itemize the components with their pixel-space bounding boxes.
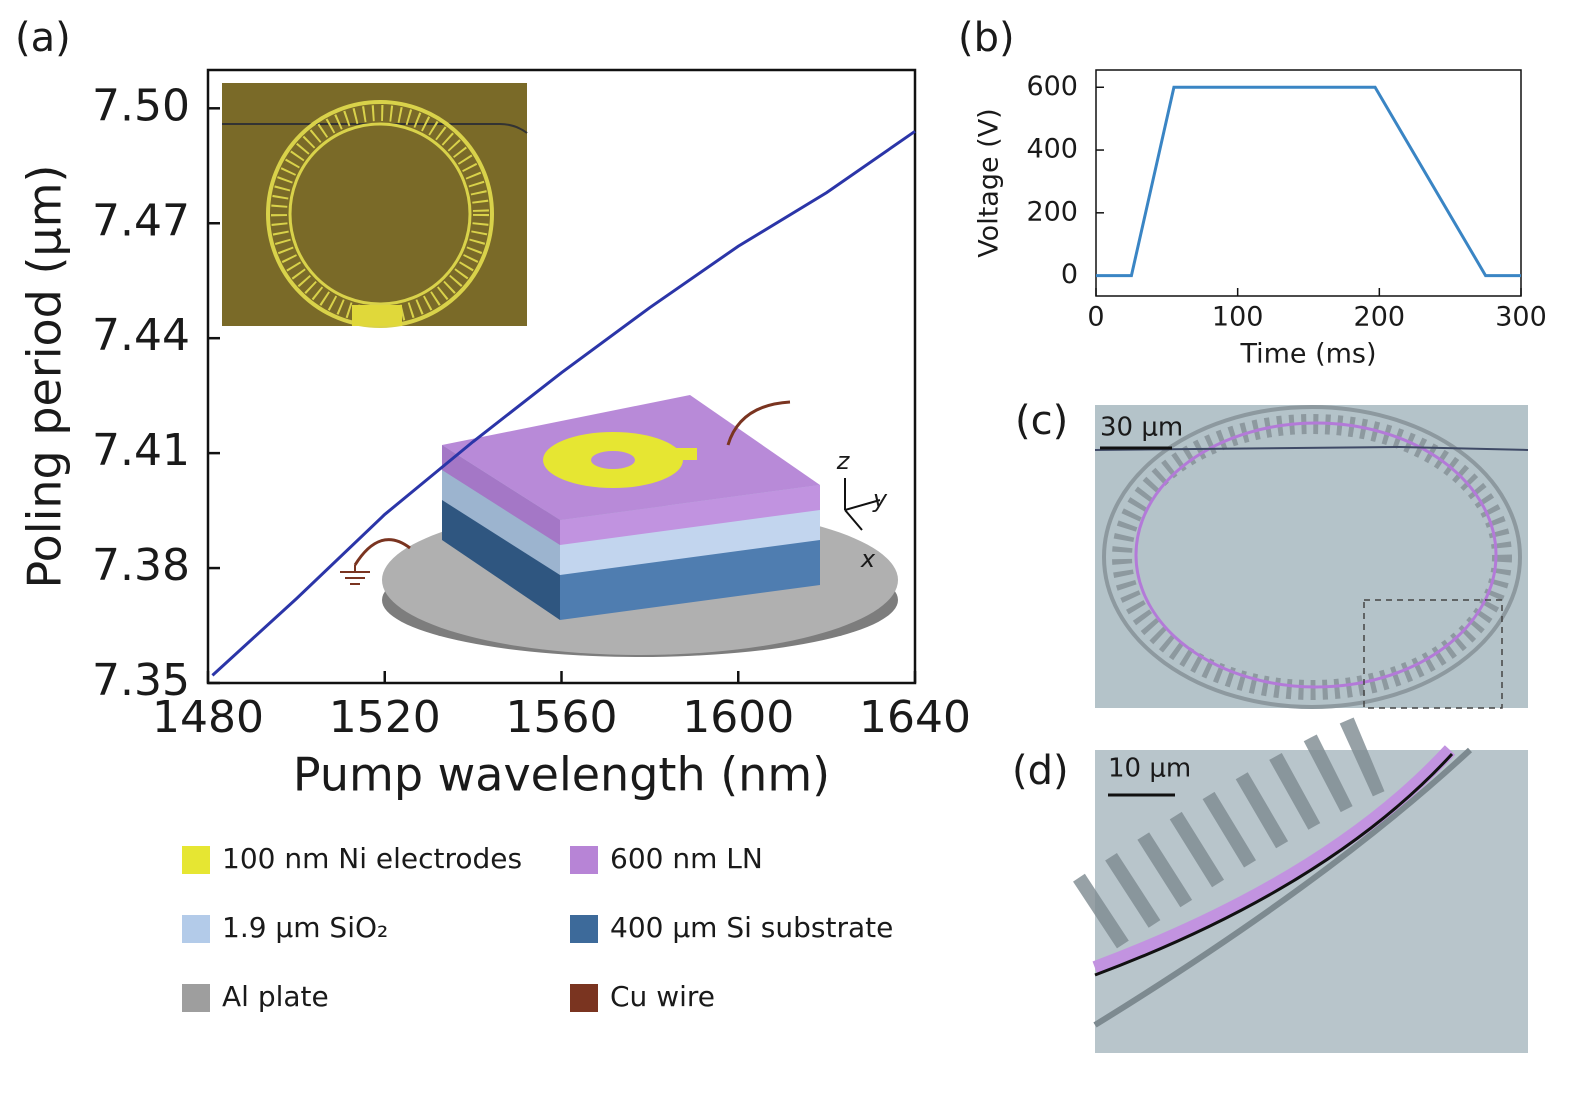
inset-micrograph bbox=[222, 83, 528, 328]
y-tick-label: 0 bbox=[1061, 259, 1078, 290]
panel-label: (b) bbox=[958, 15, 1015, 61]
x-tick-label: 1600 bbox=[682, 692, 794, 743]
x-tick-label: 200 bbox=[1354, 302, 1406, 333]
y-tick-label: 7.47 bbox=[92, 195, 190, 246]
y-tick-label: 600 bbox=[1026, 71, 1078, 102]
legend-swatch bbox=[570, 984, 598, 1012]
legend-label: 600 nm LN bbox=[610, 842, 763, 875]
y-tick-label: 400 bbox=[1026, 134, 1078, 165]
axis-letter: x bbox=[860, 545, 876, 573]
y-axis-label: Poling period (μm) bbox=[18, 165, 72, 589]
plot-frame bbox=[1095, 69, 1522, 297]
legend-label: Al plate bbox=[222, 980, 329, 1013]
y-tick-label: 7.41 bbox=[92, 425, 190, 476]
y-tick-label: 7.44 bbox=[92, 310, 190, 361]
x-tick-label: 1520 bbox=[329, 692, 441, 743]
x-tick-label: 300 bbox=[1495, 302, 1547, 333]
y-tick-label: 7.35 bbox=[92, 655, 190, 706]
micrograph-c bbox=[1094, 405, 1529, 709]
micrograph-d bbox=[1073, 712, 1528, 1053]
y-tick-label: 200 bbox=[1026, 196, 1078, 227]
legend-label: 400 μm Si substrate bbox=[610, 911, 893, 944]
x-tick-label: 1480 bbox=[152, 692, 264, 743]
data-line bbox=[211, 130, 916, 677]
x-tick-label: 100 bbox=[1212, 302, 1264, 333]
panel-label: (d) bbox=[1012, 748, 1069, 794]
data-line bbox=[1096, 85, 1521, 278]
panel-label: (c) bbox=[1015, 398, 1068, 444]
x-tick-label: 1560 bbox=[506, 692, 618, 743]
legend-swatch bbox=[182, 915, 210, 943]
device-sketch bbox=[340, 395, 898, 657]
legend-label: Cu wire bbox=[610, 980, 715, 1013]
legend-label: 100 nm Ni electrodes bbox=[222, 842, 522, 875]
scale-bar-label: 30 μm bbox=[1100, 413, 1183, 443]
legend-swatch bbox=[570, 915, 598, 943]
axis-letter: z bbox=[836, 447, 851, 475]
panel-label: (a) bbox=[15, 15, 71, 61]
legend-swatch bbox=[182, 846, 210, 874]
x-tick-label: 0 bbox=[1087, 302, 1104, 333]
legend-swatch bbox=[182, 984, 210, 1012]
axis-letter: y bbox=[872, 485, 888, 513]
legend-label: 1.9 μm SiO₂ bbox=[222, 911, 388, 944]
scale-bar-label: 10 μm bbox=[1108, 754, 1191, 784]
x-axis-label: Pump wavelength (nm) bbox=[293, 748, 830, 802]
x-axis-label: Time (ms) bbox=[1239, 339, 1376, 370]
y-tick-label: 7.38 bbox=[92, 540, 190, 591]
y-tick-label: 7.50 bbox=[92, 80, 190, 131]
y-axis-label: Voltage (V) bbox=[974, 108, 1005, 257]
x-tick-label: 1640 bbox=[859, 692, 971, 743]
legend-swatch bbox=[570, 846, 598, 874]
